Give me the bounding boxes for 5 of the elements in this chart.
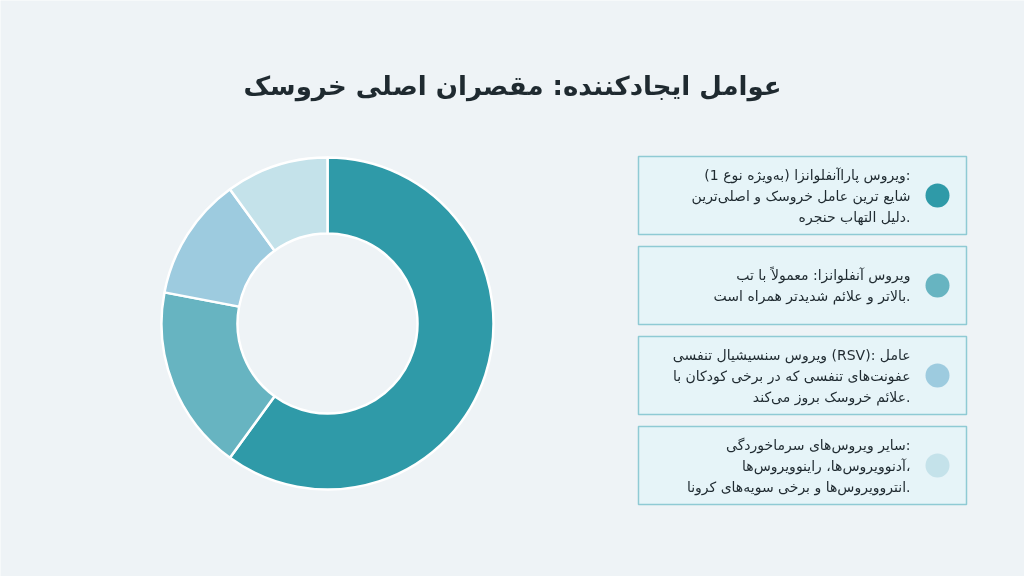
legend-label: ویروس آنفلوانزا: معمولاً با تب بالاتر و علائم شدیدتر همراه است.: [713, 265, 911, 305]
legend-label: سایر ویروس‌های سرماخوردگی: آدنوویروس‌ها، راینوویروس‌ها، انتروویروس‌ها و برخی سویه‌های کرونا.: [686, 436, 911, 496]
legend-label: ویروس پاراآنفلوانزا (به‌ویژه نوع 1): شایع ترین عامل خروسک و اصلی‌ترین دلیل التهاب حنجره.: [691, 166, 911, 226]
legend-label: ویروس سنسیشیال تنفسی (RSV): عامل عفونت‌های تنفسی که در برخی کودکان با علائم خروسک بروز می‌کند.: [672, 346, 911, 406]
chart-title: عوامل ایجادکننده: مقصران اصلی خروسک: [243, 70, 782, 102]
